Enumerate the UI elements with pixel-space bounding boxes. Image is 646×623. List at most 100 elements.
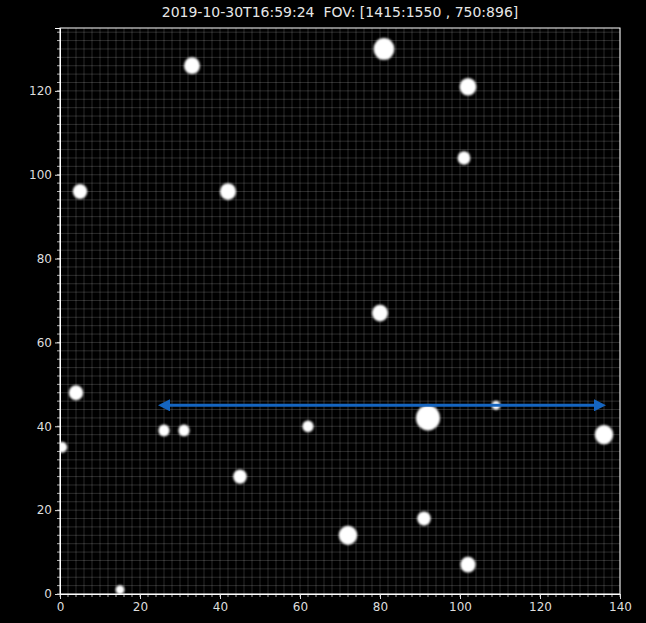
grid-line-y — [60, 401, 620, 402]
grid-line-x — [492, 28, 493, 594]
grid-line-x — [356, 28, 357, 594]
grid-line-x — [452, 28, 453, 594]
grid-line-x — [604, 28, 605, 594]
chart: 2019-10-30T16:59:24 FOV: [1415:1550 , 75… — [0, 0, 646, 623]
tick-label: 140 — [609, 600, 632, 614]
grid-line-y — [60, 585, 620, 586]
grid-line-x — [92, 28, 93, 594]
grid-line-x — [196, 28, 197, 594]
grid-line-y — [60, 392, 620, 393]
tick-label: 120 — [529, 600, 552, 614]
grid-line-y — [60, 250, 620, 251]
grid-line-x — [308, 28, 309, 594]
grid-line-y — [60, 208, 620, 209]
grid-line-x — [540, 28, 541, 594]
grid-line-x — [588, 28, 589, 594]
grid-line-y — [60, 552, 620, 553]
grid-line-x — [220, 28, 221, 594]
grid-line-y — [60, 149, 620, 150]
grid-line-x — [420, 28, 421, 594]
grid-line-x — [76, 28, 77, 594]
tick: 100 — [449, 594, 472, 614]
tick: 20 — [37, 503, 60, 517]
plot-background — [60, 28, 620, 594]
tick: 120 — [529, 594, 552, 614]
star — [178, 425, 189, 437]
grid-line-x — [188, 28, 189, 594]
grid — [60, 28, 620, 594]
star — [220, 183, 236, 200]
grid-line-y — [60, 40, 620, 41]
grid-line-y — [60, 317, 620, 318]
tick-label: 80 — [37, 252, 52, 266]
grid-line-x — [548, 28, 549, 594]
tick: 0 — [57, 594, 65, 614]
grid-line-y — [60, 468, 620, 469]
star — [116, 585, 125, 594]
grid-line-x — [212, 28, 213, 594]
grid-line-y — [60, 443, 620, 444]
grid-line-y — [60, 199, 620, 200]
grid-line-x — [180, 28, 181, 594]
star — [73, 184, 87, 199]
grid-line-x — [476, 28, 477, 594]
grid-line-y — [60, 124, 620, 125]
grid-line-y — [60, 275, 620, 276]
grid-line-y — [60, 459, 620, 460]
tick-label: 100 — [29, 168, 52, 182]
grid-line-y — [60, 107, 620, 108]
tick: 120 — [29, 84, 60, 98]
grid-line-y — [60, 216, 620, 217]
grid-line-y — [60, 543, 620, 544]
grid-line-y — [60, 526, 620, 527]
tick-label: 60 — [293, 600, 308, 614]
tick-label: 0 — [57, 600, 65, 614]
grid-line-x — [484, 28, 485, 594]
grid-line-x — [292, 28, 293, 594]
grid-line-y — [60, 417, 620, 418]
plot: 020406080100120140020406080100120 — [29, 28, 632, 614]
grid-line-x — [572, 28, 573, 594]
grid-line-x — [364, 28, 365, 594]
tick-mark — [460, 594, 461, 599]
grid-line-x — [396, 28, 397, 594]
star — [458, 151, 471, 164]
grid-line-x — [132, 28, 133, 594]
grid-line-x — [100, 28, 101, 594]
grid-line-y — [60, 568, 620, 569]
grid-line-x — [460, 28, 461, 594]
tick-mark — [55, 259, 60, 260]
tick: 40 — [37, 420, 60, 434]
grid-line-y — [60, 451, 620, 452]
grid-line-y — [60, 166, 620, 167]
grid-line-y — [60, 65, 620, 66]
grid-line-x — [524, 28, 525, 594]
grid-line-y — [60, 233, 620, 234]
grid-line-y — [60, 241, 620, 242]
grid-line-y — [60, 191, 620, 192]
grid-line-x — [324, 28, 325, 594]
grid-line-x — [236, 28, 237, 594]
grid-line-x — [556, 28, 557, 594]
grid-line-y — [60, 300, 620, 301]
grid-line-x — [116, 28, 117, 594]
y-axis: 020406080100120 — [29, 29, 60, 602]
grid-line-y — [60, 308, 620, 309]
grid-line-y — [60, 359, 620, 360]
grid-line-y — [60, 48, 620, 49]
star — [69, 385, 83, 400]
grid-line-y — [60, 409, 620, 410]
grid-line-x — [252, 28, 253, 594]
grid-line-x — [508, 28, 509, 594]
tick-label: 0 — [44, 587, 52, 601]
tick-label: 20 — [37, 503, 52, 517]
star — [460, 557, 475, 573]
grid-line-y — [60, 325, 620, 326]
star — [417, 511, 431, 525]
tick: 80 — [373, 594, 388, 614]
minor-ticks — [57, 32, 620, 597]
grid-line-x — [244, 28, 245, 594]
tick-mark — [300, 594, 301, 599]
grid-line-x — [428, 28, 429, 594]
tick-mark — [55, 510, 60, 511]
